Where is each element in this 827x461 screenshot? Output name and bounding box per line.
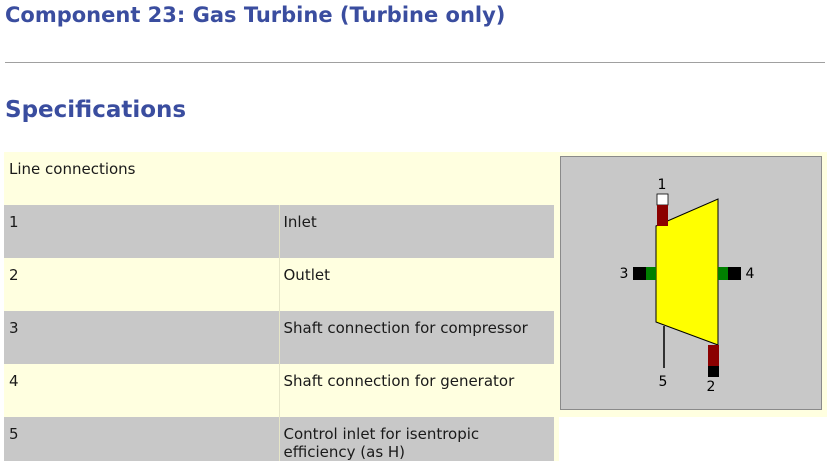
row-number: 5 [4, 417, 280, 461]
port-4-label: 4 [746, 266, 755, 282]
row-label: Inlet [283, 213, 317, 231]
table-row: 5 Control inlet for isentropic efficienc… [4, 417, 827, 461]
port-3-label: 3 [620, 266, 629, 282]
table-header-row: Line connections [4, 152, 827, 417]
port-4-shaft [718, 267, 728, 280]
row-number: 1 [4, 205, 280, 258]
port-2-outlet-end [708, 366, 719, 377]
row-number: 3 [4, 311, 280, 364]
port-4-shaft-end [728, 267, 741, 280]
port-2-label: 2 [707, 379, 716, 395]
port-1-inlet [657, 205, 668, 226]
port-5-label: 5 [659, 374, 668, 390]
page-title: Component 23: Gas Turbine (Turbine only) [5, 3, 506, 27]
row-label: Outlet [283, 266, 330, 284]
row-label: Shaft connection for generator [283, 372, 515, 390]
section-title: Specifications [5, 97, 187, 123]
title-divider [5, 62, 825, 63]
row-label: Control inlet for isentropic efficiency … [283, 425, 480, 461]
row-number: 2 [4, 258, 280, 311]
row-label: Shaft connection for compressor [283, 319, 528, 337]
port-2-outlet [708, 345, 719, 366]
port-3-shaft [646, 267, 656, 280]
port-3-shaft-end [633, 267, 646, 280]
line-connections-header: Line connections [9, 160, 136, 178]
port-1-inlet-end [656, 193, 669, 206]
gas-turbine-symbol: 1 3 4 5 2 [620, 177, 755, 395]
port-1-label: 1 [658, 177, 667, 193]
specifications-table: Line connections [4, 152, 827, 461]
row-number: 4 [4, 364, 280, 417]
diagram-cell: 1 3 4 5 2 [559, 152, 827, 417]
gas-turbine-diagram: 1 3 4 5 2 [560, 156, 822, 410]
